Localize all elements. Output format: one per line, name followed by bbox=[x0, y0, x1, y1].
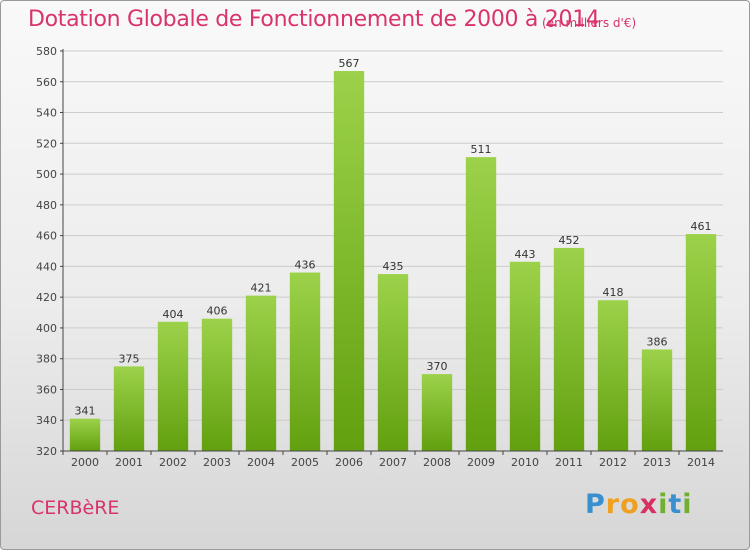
x-tick-label: 2004 bbox=[247, 456, 275, 469]
x-tick-label: 2007 bbox=[379, 456, 407, 469]
logo-letter: o bbox=[620, 489, 640, 520]
data-label: 418 bbox=[603, 286, 624, 299]
bar-2001 bbox=[113, 366, 145, 451]
y-tick-label: 420 bbox=[36, 291, 57, 304]
data-label: 421 bbox=[251, 282, 272, 295]
bar-2005 bbox=[289, 272, 321, 451]
logo-letter: t bbox=[668, 489, 683, 520]
y-tick-label: 540 bbox=[36, 107, 57, 120]
y-tick-label: 400 bbox=[36, 322, 57, 335]
x-tick-label: 2009 bbox=[467, 456, 495, 469]
data-label: 375 bbox=[119, 352, 140, 365]
logo-letter: P bbox=[585, 489, 606, 520]
y-tick-label: 460 bbox=[36, 230, 57, 243]
x-tick-label: 2000 bbox=[71, 456, 99, 469]
y-tick-label: 560 bbox=[36, 76, 57, 89]
data-label: 435 bbox=[383, 260, 404, 273]
data-label: 386 bbox=[647, 335, 668, 348]
logo-letter: r bbox=[605, 489, 621, 520]
y-tick-label: 500 bbox=[36, 168, 57, 181]
bar-2002 bbox=[157, 321, 189, 451]
commune-name: CERBèRE bbox=[31, 497, 120, 519]
data-label: 452 bbox=[559, 234, 580, 247]
x-tick-label: 2010 bbox=[511, 456, 539, 469]
data-label: 511 bbox=[471, 143, 492, 156]
y-tick-label: 380 bbox=[36, 353, 57, 366]
bar-2014 bbox=[685, 234, 717, 451]
bar-2007 bbox=[377, 274, 409, 451]
proxiti-logo: Proxiti bbox=[585, 489, 693, 520]
data-label: 404 bbox=[163, 308, 184, 321]
y-tick-label: 580 bbox=[36, 45, 57, 58]
logo-letter: i bbox=[682, 489, 693, 520]
y-tick-label: 440 bbox=[36, 260, 57, 273]
bar-2012 bbox=[597, 300, 629, 451]
y-tick-label: 480 bbox=[36, 199, 57, 212]
bar-2003 bbox=[201, 318, 233, 451]
x-tick-label: 2005 bbox=[291, 456, 319, 469]
chart-subtitle: (en milliers d'€) bbox=[542, 16, 637, 30]
bar-2009 bbox=[465, 157, 497, 451]
bar-2004 bbox=[245, 295, 277, 451]
x-tick-label: 2006 bbox=[335, 456, 363, 469]
logo-letter: i bbox=[658, 489, 669, 520]
bar-2006 bbox=[333, 71, 365, 451]
y-tick-label: 340 bbox=[36, 414, 57, 427]
y-tick-label: 360 bbox=[36, 383, 57, 396]
data-label: 406 bbox=[207, 305, 228, 318]
data-label: 370 bbox=[427, 360, 448, 373]
x-tick-label: 2008 bbox=[423, 456, 451, 469]
data-label: 443 bbox=[515, 248, 536, 261]
axes: 320 340 360 380 400 420 440 460 480 500 520 540 560 5… bbox=[36, 45, 723, 469]
x-tick-label: 2011 bbox=[555, 456, 583, 469]
x-tick-label: 2001 bbox=[115, 456, 143, 469]
x-tick-label: 2002 bbox=[159, 456, 187, 469]
x-tick-label: 2012 bbox=[599, 456, 627, 469]
bar-2011 bbox=[553, 247, 585, 451]
data-label: 341 bbox=[75, 405, 96, 418]
bar-2000 bbox=[69, 418, 101, 451]
bar-2013 bbox=[641, 349, 673, 451]
logo-letter: x bbox=[639, 489, 659, 520]
bars: 341 375 404 406 421 436 567 435 370 511 443 452 418 3… bbox=[69, 57, 717, 451]
bar-2010 bbox=[509, 261, 541, 451]
data-label: 461 bbox=[691, 220, 712, 233]
x-tick-label: 2013 bbox=[643, 456, 671, 469]
y-tick-label: 320 bbox=[36, 445, 57, 458]
bar-2008 bbox=[421, 374, 453, 451]
x-tick-label: 2014 bbox=[687, 456, 715, 469]
chart-title: Dotation Globale de Fonctionnement de 20… bbox=[28, 7, 600, 32]
data-label: 436 bbox=[295, 259, 316, 272]
y-tick-label: 520 bbox=[36, 137, 57, 150]
x-tick-label: 2003 bbox=[203, 456, 231, 469]
data-label: 567 bbox=[339, 57, 360, 70]
